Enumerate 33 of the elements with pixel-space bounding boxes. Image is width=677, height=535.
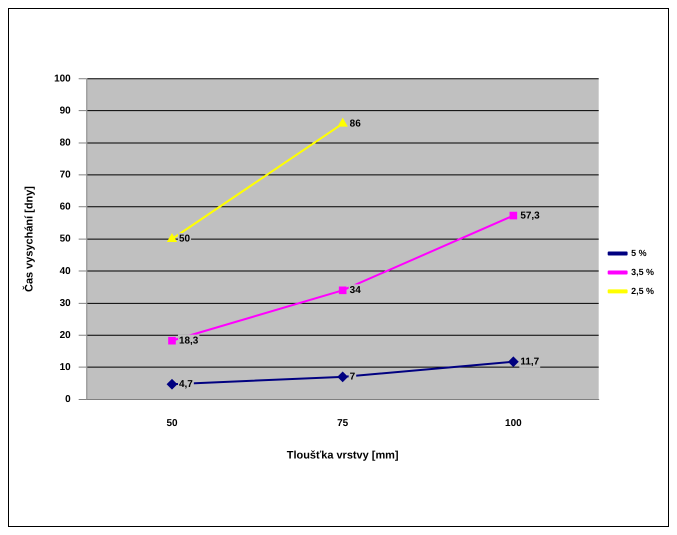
data-label: 18,3 (178, 335, 199, 346)
legend-label: 3,5 % (631, 266, 654, 277)
data-label: 34 (350, 285, 362, 296)
point (168, 336, 176, 344)
y-tick-label: 60 (60, 202, 72, 213)
data-label: 57,3 (520, 210, 540, 222)
y-tick-label: 80 (60, 138, 72, 149)
y-tick-label: 50 (60, 234, 72, 245)
x-axis-title: Tloušťka vrstvy [mm] (286, 450, 399, 462)
point (338, 286, 346, 294)
y-tick-label: 100 (54, 73, 72, 84)
y-tick-label: 10 (60, 362, 72, 373)
data-label: 4,7 (178, 378, 194, 390)
x-tick-label: 100 (505, 418, 522, 429)
data-label: 86 (350, 118, 362, 130)
data-label: 50 (178, 234, 191, 245)
data-label: 11,7 (520, 356, 540, 368)
legend-label: 5 % (631, 248, 647, 258)
point (510, 212, 518, 220)
y-tick-label: 40 (60, 266, 72, 277)
y-tick-label: 90 (60, 106, 72, 117)
legend-label: 2,5 % (631, 286, 654, 296)
data-label: 7 (350, 372, 356, 383)
x-tick-label: 50 (166, 418, 178, 429)
point (508, 356, 518, 367)
point (167, 379, 177, 390)
x-tick-label: 75 (337, 418, 349, 429)
point (338, 372, 348, 382)
y-tick-label: 0 (65, 394, 72, 406)
y-tick-label: 30 (60, 298, 72, 309)
y-axis-title: Čas vysychání [dny] (22, 186, 36, 292)
y-tick-label: 70 (60, 170, 72, 181)
y-tick-label: 20 (60, 330, 72, 341)
